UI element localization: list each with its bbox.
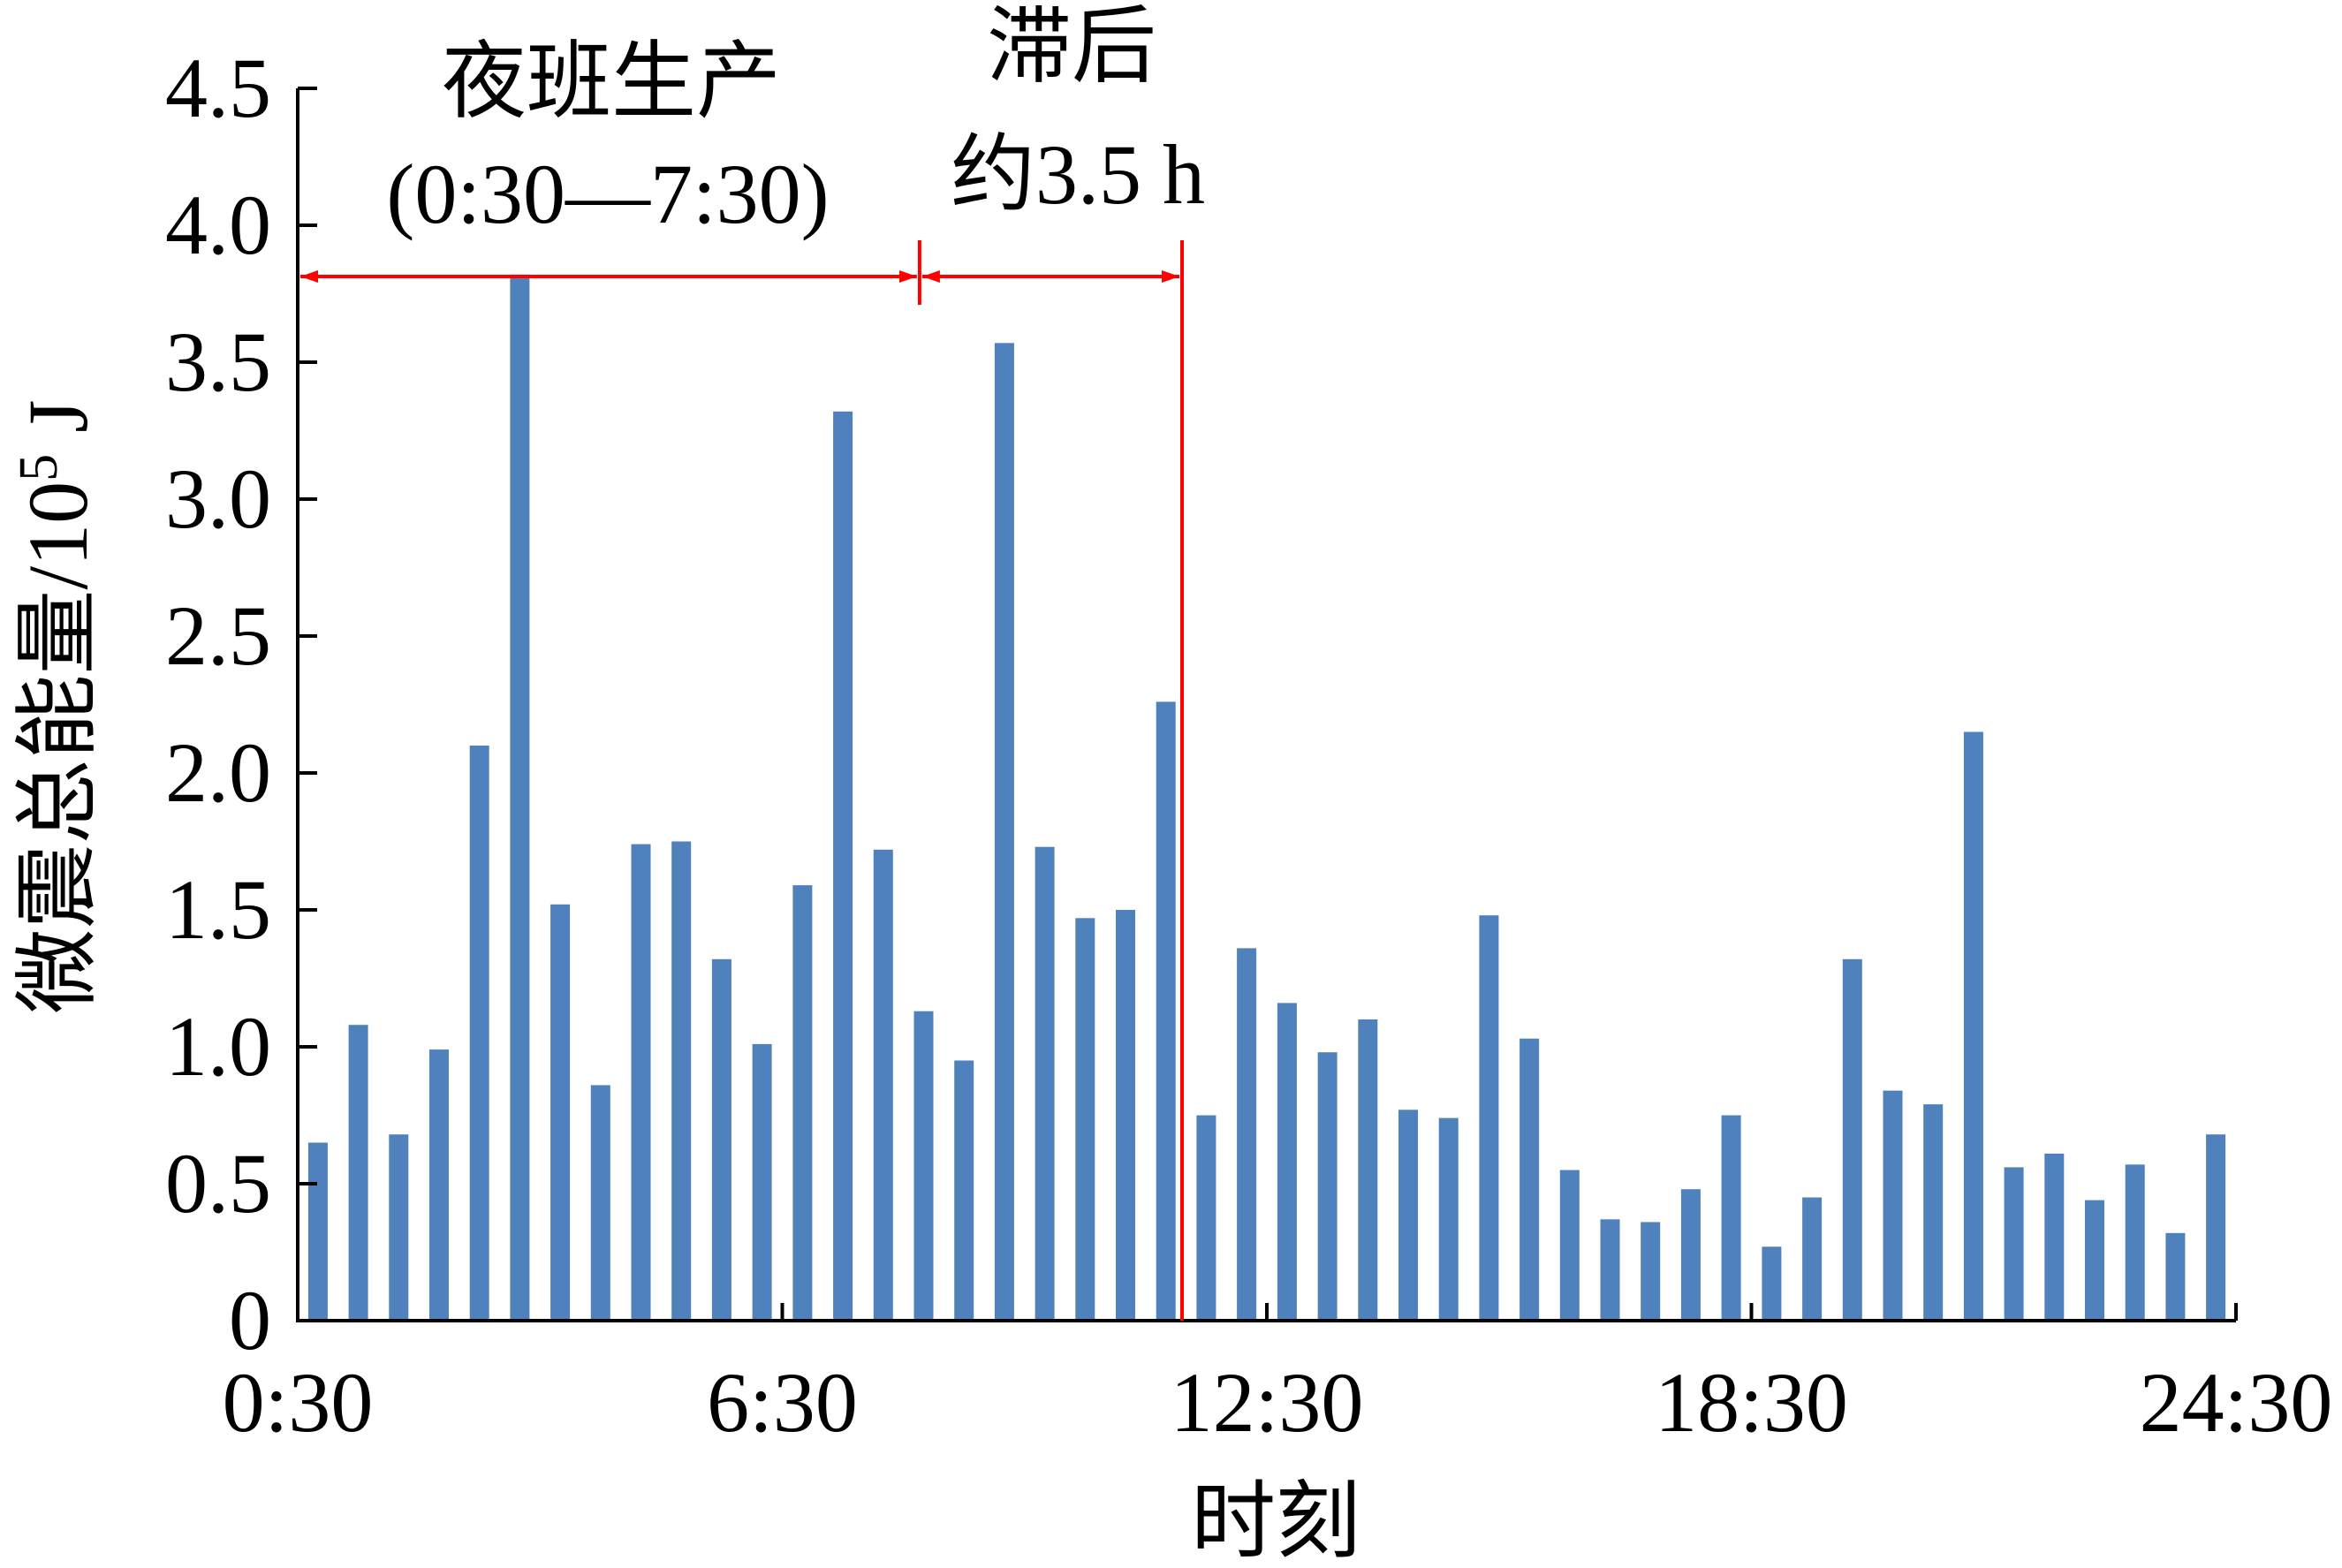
bar xyxy=(550,904,571,1321)
x-tick-label: 6:30 xyxy=(707,1355,858,1450)
x-tick-label: 0:30 xyxy=(223,1355,374,1450)
night-shift-label: 夜班生产 xyxy=(442,34,781,129)
bar xyxy=(1842,958,1862,1321)
bar xyxy=(348,1025,368,1321)
axes: 0 0.5 1.0 1.5 2.0 2.5 3.0 3.5 4.0 4.5 0:30 6:30 12:… xyxy=(165,41,2332,1450)
bar xyxy=(469,746,489,1321)
bar xyxy=(429,1049,449,1321)
bar xyxy=(1317,1052,1338,1321)
bar xyxy=(1802,1197,1823,1321)
bar xyxy=(913,1011,934,1321)
bar xyxy=(711,958,731,1321)
x-tick-label: 24:30 xyxy=(2140,1355,2333,1450)
y-tick-label: 3.5 xyxy=(165,314,271,409)
bar xyxy=(1237,948,1257,1321)
bar xyxy=(1358,1019,1378,1321)
bar xyxy=(1277,1003,1297,1321)
lag-label: 滞后 xyxy=(987,0,1156,94)
bar xyxy=(1156,701,1176,1321)
bar xyxy=(510,274,530,1321)
bar xyxy=(1883,1090,1903,1321)
y-tick-label: 2.5 xyxy=(165,588,271,683)
y-tick-label: 0 xyxy=(229,1273,271,1367)
bar xyxy=(389,1134,409,1321)
bar-series xyxy=(307,274,2226,1321)
y-axis-title-unit: J xyxy=(11,399,105,453)
bar xyxy=(2165,1232,2186,1321)
bar xyxy=(307,1142,328,1321)
bar xyxy=(1762,1246,1782,1321)
bar xyxy=(2044,1153,2065,1321)
bar xyxy=(2206,1134,2226,1321)
bar xyxy=(1963,731,1983,1321)
y-tick-label: 0.5 xyxy=(165,1136,271,1231)
bar xyxy=(1923,1104,1944,1321)
x-tick-label: 18:30 xyxy=(1655,1355,1848,1450)
bar xyxy=(1600,1219,1620,1321)
bar xyxy=(1680,1189,1701,1321)
y-ticks: 0 0.5 1.0 1.5 2.0 2.5 3.0 3.5 4.0 4.5 xyxy=(165,41,317,1367)
y-axis-title-main: 微震总能量/10 xyxy=(11,481,105,1014)
bar xyxy=(1398,1110,1418,1321)
y-tick-label: 3.0 xyxy=(165,451,271,546)
lag-duration: 约3.5 h xyxy=(951,127,1205,222)
x-ticks: 0:30 6:30 12:30 18:30 24:30 xyxy=(223,1303,2333,1450)
bar xyxy=(590,1085,610,1321)
y-tick-label: 1.0 xyxy=(165,999,271,1094)
bar xyxy=(752,1043,772,1321)
bar xyxy=(954,1060,974,1321)
bar xyxy=(2004,1167,2024,1321)
bar xyxy=(1035,846,1055,1321)
y-axis-title: 微震总能量/105 J xyxy=(9,399,105,1013)
bar xyxy=(1520,1038,1540,1321)
bar xyxy=(671,841,692,1321)
annotations: 夜班生产 (0:30—7:30) 滞后 约3.5 h xyxy=(300,0,1205,1321)
y-tick-label: 2.0 xyxy=(165,725,271,820)
night-shift-range: (0:30—7:30) xyxy=(386,147,829,241)
bar xyxy=(631,844,651,1321)
y-axis-title-exponent: 5 xyxy=(9,454,69,481)
bar xyxy=(1559,1170,1580,1321)
bar xyxy=(1116,910,1135,1321)
y-tick-label: 4.5 xyxy=(165,41,271,135)
bar xyxy=(1641,1222,1661,1321)
bar xyxy=(873,849,893,1321)
bar xyxy=(994,343,1014,1321)
x-axis-title: 时刻 xyxy=(1191,1474,1360,1568)
bar xyxy=(2085,1200,2104,1321)
bar xyxy=(1196,1115,1216,1321)
bar xyxy=(1479,915,1499,1321)
x-tick-label: 12:30 xyxy=(1171,1355,1364,1450)
bar xyxy=(833,411,853,1321)
bar xyxy=(1438,1117,1459,1321)
y-tick-label: 1.5 xyxy=(165,862,271,957)
bar xyxy=(2125,1164,2145,1321)
bar xyxy=(1075,918,1095,1321)
y-tick-label: 4.0 xyxy=(165,178,271,272)
bar xyxy=(792,885,813,1321)
bar xyxy=(1721,1115,1741,1321)
